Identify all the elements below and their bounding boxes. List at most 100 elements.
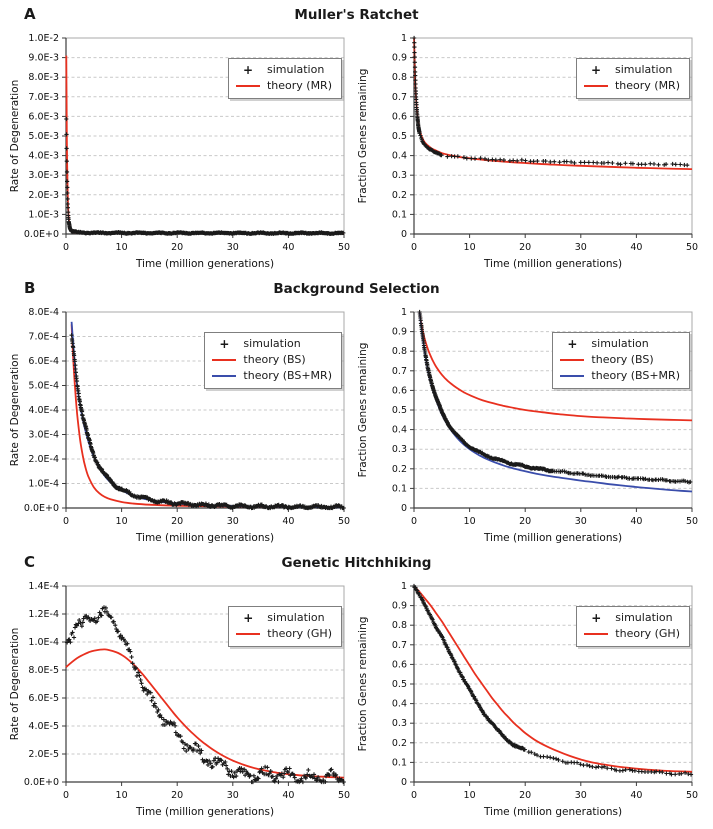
- y-tick-label: 0.3: [392, 170, 407, 181]
- legend-label: theory (MR): [266, 79, 332, 92]
- x-tick-label: 0: [411, 790, 417, 801]
- y-tick-label: 0.6: [392, 659, 407, 670]
- legend-item: theory (BS): [560, 352, 680, 368]
- axis-lines: [413, 586, 692, 783]
- legend-item: theory (GH): [236, 626, 332, 642]
- x-axis-label: Time (million generations): [135, 258, 274, 270]
- legend-label: simulation: [266, 63, 325, 76]
- panel-a-charts: 0.0E+0 1.0E-3 2.0E-3 3.0E-3 4.0E-3 5.0E-3 6.0E…: [0, 28, 713, 276]
- legend-label: simulation: [591, 337, 649, 350]
- y-tick-label: 2.0E-4: [28, 454, 59, 465]
- simulation-scatter: [64, 116, 346, 236]
- chart-canvas-c-right: 00.10.20.30.40.50.60.70.80.910 10 20 30 40 50…: [357, 581, 698, 818]
- y-tick-label: 0.5: [392, 679, 407, 690]
- legend-item: theory (MR): [583, 78, 680, 94]
- y-tick-label: 6.0E-3: [28, 111, 59, 122]
- x-axis-label: Time (million generations): [483, 258, 622, 270]
- simulation-scatter: [411, 583, 694, 777]
- y-axis-label: Fraction Genes remaining: [357, 69, 369, 204]
- x-tick-label: 0: [63, 242, 69, 253]
- axis-lines: [413, 38, 692, 235]
- panel-c-title: Genetic Hitchhiking: [281, 555, 432, 571]
- legend-item: theory (BS): [212, 352, 332, 368]
- y-tick-label: 4.0E-3: [28, 151, 59, 162]
- legend-item: theory (BS+MR): [560, 368, 680, 384]
- y-tick-label: 0.2: [392, 190, 407, 201]
- x-tick-label: 10: [464, 242, 476, 253]
- y-axis-label: Rate of Degeneration: [9, 354, 21, 467]
- panel-a-title: Muller's Ratchet: [294, 7, 419, 23]
- chart-c-right: 0 0.1 0.2 0.3 0.4 0.5 0.6 0.7 0.8 0.9 1 0 10 20 30 40 50…: [354, 576, 702, 824]
- y-tick-label: 0.9: [392, 601, 407, 612]
- y-tick-label: 0.6: [392, 385, 407, 396]
- theory-line: [418, 311, 693, 422]
- y-tick-label: 5.0E-4: [28, 381, 59, 392]
- plot-border: [66, 37, 345, 234]
- y-tick-label: 3.0E-3: [28, 170, 59, 181]
- panel-b-label: B: [24, 279, 36, 297]
- y-tick-label: 1.4E-4: [28, 581, 59, 592]
- legend-item: theory (BS+MR): [212, 368, 332, 384]
- legend-label: theory (BS+MR): [243, 369, 332, 382]
- x-tick-label: 20: [519, 790, 531, 801]
- y-tick-label: 0: [401, 503, 407, 514]
- chart-b-left: 0.0E+0 1.0E-4 2.0E-4 3.0E-4 4.0E-4 5.0E-4 6.0E…: [6, 302, 354, 550]
- plus-marker-icon: +: [242, 63, 253, 77]
- legend-label: theory (BS): [243, 353, 306, 366]
- panel-b-title: Background Selection: [273, 281, 440, 297]
- y-tick-label: 1.0E-4: [28, 637, 59, 648]
- x-tick-label: 40: [282, 242, 294, 253]
- chart-a-right: 0 0.1 0.2 0.3 0.4 0.5 0.6 0.7 0.8 0.9 1 0 10 20 30 40 50…: [354, 28, 702, 276]
- x-tick-label: 40: [630, 516, 642, 527]
- panel-b-charts: 0.0E+0 1.0E-4 2.0E-4 3.0E-4 4.0E-4 5.0E-4 6.0E…: [0, 302, 713, 550]
- y-axis-label: Fraction Genes remaining: [357, 343, 369, 478]
- line-sample-icon: [584, 632, 609, 636]
- y-tick-label: 1.0E-2: [28, 33, 59, 44]
- x-axis-label: Time (million generations): [483, 532, 622, 544]
- y-tick-label: 6.0E-4: [28, 356, 59, 367]
- y-axis-label: Rate of Degeneration: [9, 628, 21, 741]
- y-tick-label: 1: [401, 33, 407, 44]
- y-tick-label: 8.0E-3: [28, 72, 59, 83]
- chart-canvas-a-right: 00.10.20.30.40.50.60.70.80.910 10 20 30 40 50…: [357, 33, 698, 270]
- x-axis-label: Time (million generations): [135, 806, 274, 818]
- panel-a-header: A Muller's Ratchet: [0, 2, 713, 28]
- legend-c-left: + simulation theory (GH): [228, 606, 342, 647]
- y-tick-label: 0.3: [392, 444, 407, 455]
- y-tick-label: 4.0E-5: [28, 721, 59, 732]
- y-tick-label: 0: [401, 777, 407, 788]
- y-tick-label: 0.6: [392, 111, 407, 122]
- y-tick-label: 0.8: [392, 346, 407, 357]
- x-tick-label: 50: [686, 790, 698, 801]
- x-tick-label: 30: [227, 242, 239, 253]
- legend-item: theory (MR): [235, 78, 332, 94]
- x-tick-label: 0: [411, 516, 417, 527]
- legend-b-left: + simulation theory (BS) theory (BS+MR): [204, 332, 342, 389]
- plot-border: [66, 311, 345, 508]
- x-tick-label: 10: [464, 516, 476, 527]
- chart-b-right: 0 0.1 0.2 0.3 0.4 0.5 0.6 0.7 0.8 0.9 1 0 10 20 30 40 50…: [354, 302, 702, 550]
- legend-label: theory (GH): [267, 627, 332, 640]
- legend-label: simulation: [615, 611, 673, 624]
- y-tick-label: 0.9: [392, 53, 407, 64]
- x-tick-label: 30: [575, 790, 587, 801]
- line-sample-icon: [560, 374, 585, 378]
- simulation-scatter: [417, 309, 693, 485]
- x-axis-label: Time (million generations): [483, 806, 622, 818]
- panel-c: C Genetic Hitchhiking 0.0E+0 2.0E-5 4.0E-5…: [0, 550, 713, 824]
- x-tick-label: 50: [686, 242, 698, 253]
- x-tick-label: 10: [464, 790, 476, 801]
- plot-border: [66, 585, 345, 782]
- chart-canvas-b-right: 00.10.20.30.40.50.60.70.80.910 10 20 30 40 50…: [357, 307, 698, 544]
- legend-item: theory (GH): [584, 626, 680, 642]
- x-tick-label: 50: [338, 516, 350, 527]
- chart-canvas-c-left: 0.0E+0 2.0E-5 4.0E-5 6.0E-5 8.0E-5 1.0E-4 1.2E…: [9, 581, 350, 818]
- y-tick-label: 1.0E-4: [28, 479, 59, 490]
- panel-a-label: A: [24, 5, 36, 23]
- y-tick-label: 0.9: [392, 327, 407, 338]
- x-tick-label: 40: [282, 516, 294, 527]
- y-tick-label: 0.4: [392, 425, 407, 436]
- panel-c-charts: 0.0E+0 2.0E-5 4.0E-5 6.0E-5 8.0E-5 1.0E-4 1.2E…: [0, 576, 713, 824]
- x-tick-label: 40: [630, 790, 642, 801]
